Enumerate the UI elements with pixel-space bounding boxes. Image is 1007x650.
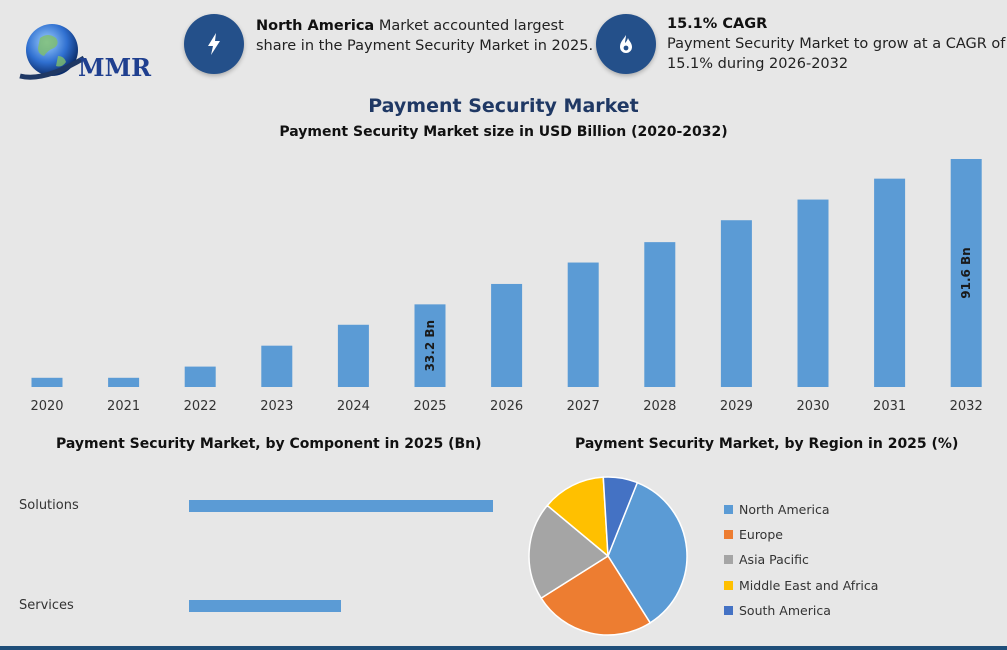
legend-swatch <box>724 605 733 615</box>
market-size-bar-chart: 2020 2021 2022 2023 2024 2025 33.2 Bn 2026 2027 2… <box>30 158 983 414</box>
region-legend: North America Europe Asia Pacific Middle… <box>724 497 878 623</box>
x-tick-label: 2025 <box>413 399 446 414</box>
bar-2020 <box>31 377 63 387</box>
legend-swatch <box>724 505 733 515</box>
x-tick-label: 2031 <box>873 399 906 414</box>
info-cagr: 15.1% CAGR Payment Security Market to gr… <box>667 14 1005 74</box>
legend-item-north-america: North America <box>724 497 878 522</box>
bar-2031 <box>874 178 906 387</box>
x-tick-label: 2027 <box>567 399 600 414</box>
svg-text:MMR: MMR <box>78 53 152 82</box>
legend-item-middle-east-africa: Middle East and Africa <box>724 573 878 598</box>
info1-bold: North America <box>256 18 375 34</box>
bar-2030 <box>797 199 829 387</box>
x-tick-label: 2032 <box>950 399 983 414</box>
info1-line1: Market accounted largest <box>374 18 564 34</box>
pie-slice-north-america <box>607 481 688 624</box>
bar-2021 <box>108 377 140 387</box>
bar-2028 <box>644 242 676 387</box>
legend-item-asia-pacific: Asia Pacific <box>724 547 878 572</box>
component-bar-services <box>189 600 341 612</box>
component-label-solutions: Solutions <box>19 498 79 513</box>
flame-icon <box>596 14 656 74</box>
bottom-border <box>0 646 1007 650</box>
legend-label: Middle East and Africa <box>739 577 879 593</box>
data-label: 91.6 Bn <box>959 247 973 298</box>
bar-2026 <box>491 283 523 387</box>
info2-line2: 15.1% during 2026-2032 <box>667 56 849 72</box>
info2-line1: Payment Security Market to grow at a CAG… <box>667 36 1006 52</box>
chart-subtitle: Payment Security Market size in USD Bill… <box>279 124 728 140</box>
component-label-services: Services <box>19 598 74 613</box>
x-tick-label: 2029 <box>720 399 753 414</box>
pie-slice-europe <box>540 554 652 636</box>
legend-label: South America <box>739 602 831 618</box>
pie-slice-middle-east-and-africa <box>546 476 609 558</box>
x-tick-label: 2028 <box>643 399 676 414</box>
bar-2022 <box>184 366 216 387</box>
x-tick-label: 2020 <box>30 399 63 414</box>
bar-2027 <box>567 262 599 387</box>
x-tick-label: 2030 <box>796 399 829 414</box>
mmr-logo: MMR <box>19 24 152 82</box>
component-chart-title: Payment Security Market, by Component in… <box>56 436 482 452</box>
x-tick-label: 2026 <box>490 399 523 414</box>
legend-item-europe: Europe <box>724 522 878 547</box>
legend-label: Asia Pacific <box>739 552 809 568</box>
legend-swatch <box>724 530 733 540</box>
x-tick-label: 2021 <box>107 399 140 414</box>
bar-2032 <box>950 158 982 387</box>
component-bar-solutions <box>189 500 493 512</box>
info1-line2: share in the Payment Security Market in … <box>256 38 594 54</box>
x-tick-label: 2022 <box>184 399 217 414</box>
legend-label: North America <box>739 502 830 518</box>
region-chart-title: Payment Security Market, by Region in 20… <box>575 436 959 452</box>
legend-item-south-america: South America <box>724 598 878 623</box>
info-north-america: North America Market accounted largest s… <box>256 16 593 56</box>
legend-swatch <box>724 580 733 590</box>
bar-2024 <box>337 324 369 387</box>
data-label: 33.2 Bn <box>423 320 437 371</box>
legend-swatch <box>724 555 733 565</box>
pie-slice-south-america <box>602 476 639 557</box>
pie-slice-asia-pacific <box>528 504 610 600</box>
x-tick-label: 2023 <box>260 399 293 414</box>
info2-bold: 15.1% CAGR <box>667 16 768 32</box>
bar-2023 <box>261 345 293 387</box>
bar-2025 <box>414 304 446 387</box>
lightning-icon <box>184 14 244 74</box>
x-tick-label: 2024 <box>337 399 370 414</box>
bar-2029 <box>720 220 752 387</box>
region-pie-chart <box>528 476 688 636</box>
legend-label: Europe <box>739 527 783 543</box>
page-title: Payment Security Market <box>368 95 639 117</box>
